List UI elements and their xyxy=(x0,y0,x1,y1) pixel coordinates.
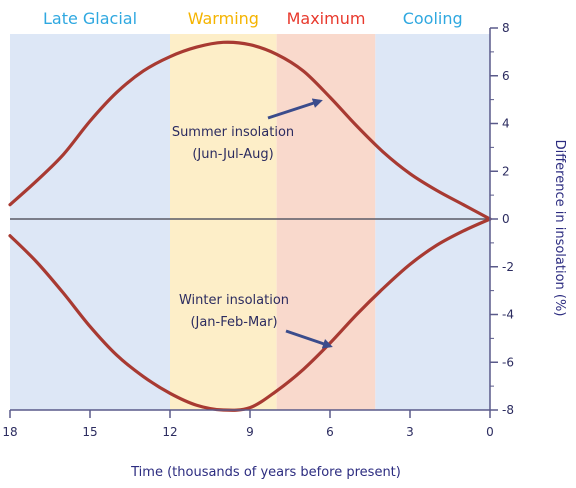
annotations: Summer insolation (Jun-Jul-Aug) Winter i… xyxy=(172,125,294,330)
y-tick-label: -4 xyxy=(502,308,514,322)
y-tick-label: 0 xyxy=(502,212,510,226)
x-axis-title: Time (thousands of years before present) xyxy=(130,465,401,480)
series-line-summer xyxy=(8,40,492,221)
series-line-winter xyxy=(8,217,492,412)
winter-annotation-line2: (Jan-Feb-Mar) xyxy=(190,315,277,330)
y-tick-label: 6 xyxy=(502,69,510,83)
period-labels: Late Glacial Warming Maximum Cooling xyxy=(43,9,463,28)
series-group xyxy=(8,40,492,412)
x-tick-label: 9 xyxy=(246,425,254,439)
y-tick-label: -2 xyxy=(502,260,514,274)
summer-arrow xyxy=(267,98,323,120)
x-tick-label: 0 xyxy=(486,425,494,439)
y-tick-label: 2 xyxy=(502,164,510,178)
winter-arrow xyxy=(285,329,333,349)
x-tick-label: 3 xyxy=(406,425,414,439)
x-tick-label: 6 xyxy=(326,425,334,439)
period-label-warming: Warming xyxy=(188,9,259,28)
axes: 18 15 12 9 6 3 0 8 6 4 2 0 -2 -4 -6 -8 xyxy=(2,21,514,439)
y-tick-label: 4 xyxy=(502,117,510,131)
annotation-arrows xyxy=(267,98,333,349)
summer-annotation-line1: Summer insolation xyxy=(172,125,294,140)
y-tick-label: 8 xyxy=(502,21,510,35)
x-tick-label: 12 xyxy=(162,425,177,439)
y-axis-title: Difference in insolation (%) xyxy=(552,140,567,317)
winter-annotation-line1: Winter insolation xyxy=(179,293,289,308)
summer-annotation-line2: (Jun-Jul-Aug) xyxy=(192,147,273,162)
period-label-maximum: Maximum xyxy=(287,9,366,28)
y-tick-label: -6 xyxy=(502,355,514,369)
period-band-maximum xyxy=(276,34,376,410)
period-band-cooling xyxy=(375,34,490,410)
period-bands xyxy=(10,34,490,410)
y-tick-label: -8 xyxy=(502,403,514,417)
x-tick-label: 15 xyxy=(82,425,97,439)
period-band-late-glacial xyxy=(10,34,170,410)
period-label-cooling: Cooling xyxy=(403,9,463,28)
x-tick-label: 18 xyxy=(2,425,17,439)
period-band-warming xyxy=(170,34,277,410)
period-label-late-glacial: Late Glacial xyxy=(43,9,137,28)
